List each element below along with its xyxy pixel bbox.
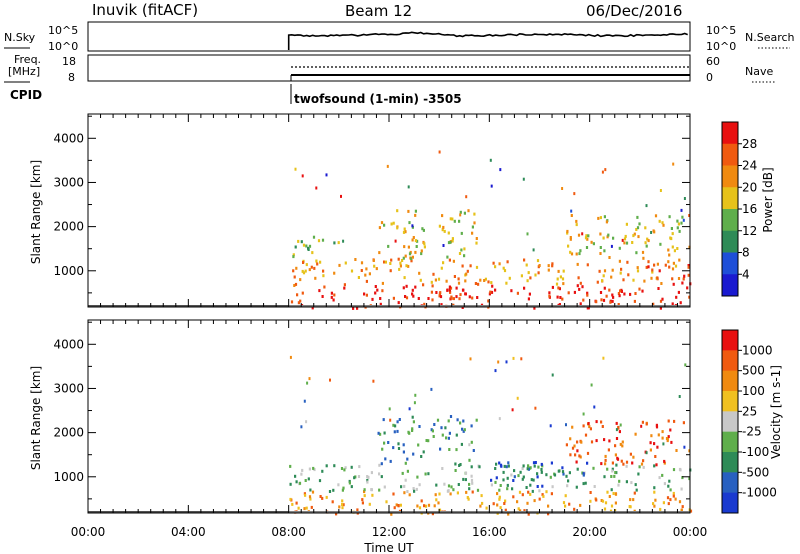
velocity-colorbar-swatch-7	[722, 472, 738, 494]
nave-label: Nave	[745, 65, 773, 78]
power-panel: 1000 2000 3000 4000	[53, 113, 692, 310]
velocity-colorbar-tick-4: -25	[742, 425, 762, 439]
freq-tick-top: 18	[62, 55, 76, 68]
velocity-ytick-1: 2000	[53, 426, 84, 440]
velocity-colorbar-tick-1: 500	[742, 364, 765, 378]
power-ytick-3: 4000	[53, 131, 84, 145]
power-colorbar-swatch-0	[722, 122, 738, 145]
velocity-colorbar-label: Velocity [m s-1]	[769, 365, 783, 459]
nsky-strip: N.Sky 10^5 10^0 10^5 10^0 N.Search	[4, 21, 795, 53]
power-colorbar-tick-1: 8	[742, 246, 750, 260]
velocity-colorbar-tick-5: -100	[742, 445, 769, 459]
cpid-text: twofsound (1-min) -3505	[294, 92, 462, 106]
velocity-speckles	[289, 355, 687, 455]
velocity-colorbar-tick-7: -1000	[742, 486, 777, 500]
nsearch-tick-top: 10^5	[706, 24, 736, 37]
velocity-colorbar-swatch-4	[722, 411, 738, 433]
velocity-colorbar-tick-6: -500	[742, 465, 769, 479]
velocity-region-1	[289, 463, 692, 493]
power-colorbar-swatch-6	[722, 252, 738, 275]
time-axis-label: Time UT	[363, 541, 414, 554]
power-colorbar-label: Power [dB]	[761, 167, 775, 232]
power-colorbar-tick-3: 16	[742, 202, 757, 216]
time-tick-0: 00:00	[71, 525, 106, 539]
nsky-tick-top: 10^5	[48, 24, 78, 37]
velocity-colorbar: 1000 500 100 25 -25 -100 -500 -1000	[721, 329, 777, 514]
velocity-region-3	[565, 419, 691, 467]
time-tick-6: 00:00	[673, 525, 708, 539]
velocity-ytick-3: 4000	[53, 337, 84, 351]
velocity-colorbar-swatch-1	[722, 350, 738, 372]
time-tick-4: 16:00	[472, 525, 507, 539]
power-colorbar-tick-5: 24	[742, 159, 757, 173]
power-ylabel: Slant Range [km]	[29, 160, 43, 264]
station-title: Inuvik (fitACF)	[92, 1, 198, 19]
velocity-ylabel: Slant Range [km]	[29, 366, 43, 470]
nsky-tick-bottom: 10^0	[48, 40, 78, 53]
power-region-4	[566, 214, 691, 260]
freq-label-2: [MHz]	[8, 65, 40, 78]
nsky-trace	[287, 31, 688, 50]
velocity-colorbar-tick-3: 25	[742, 404, 757, 418]
time-tick-5: 20:00	[572, 525, 607, 539]
nave-tick-bottom: 0	[706, 71, 713, 84]
freq-tick-bottom: 8	[68, 71, 75, 84]
velocity-colorbar-swatch-8	[722, 492, 738, 514]
power-ytick-0: 1000	[53, 264, 84, 278]
velocity-cells	[289, 415, 693, 516]
power-speckles	[294, 150, 691, 252]
nsearch-label: N.Search	[745, 31, 795, 44]
velocity-ytick-0: 1000	[53, 470, 84, 484]
power-colorbar-swatch-5	[722, 230, 738, 253]
power-colorbar-swatch-2	[722, 165, 738, 188]
power-cells	[290, 209, 692, 310]
velocity-colorbar-swatch-2	[722, 370, 738, 392]
date-title: 06/Dec/2016	[586, 2, 682, 20]
velocity-colorbar-swatch-3	[722, 391, 738, 412]
power-colorbar-swatch-7	[722, 274, 738, 297]
cpid-label: CPID	[10, 88, 42, 102]
power-colorbar-tick-2: 12	[742, 224, 757, 238]
time-axis: 00:00 04:00 08:00 12:00 16:00 20:00 00:00	[71, 525, 708, 539]
velocity-ytick-2: 3000	[53, 381, 84, 395]
power-region-2	[292, 235, 340, 259]
freq-strip: Freq. [MHz] 18 8 60 0 Nave	[4, 53, 776, 84]
nsearch-tick-bottom: 10^0	[706, 40, 736, 53]
time-tick-3: 12:00	[372, 525, 407, 539]
power-colorbar-tick-6: 28	[742, 137, 757, 151]
velocity-region-2	[377, 415, 478, 466]
power-ytick-1: 2000	[53, 220, 84, 234]
velocity-colorbar-swatch-0	[722, 330, 738, 351]
velocity-colorbar-swatch-5	[722, 431, 738, 453]
velocity-colorbar-tick-2: 100	[742, 384, 765, 398]
velocity-colorbar-tick-0: 1000	[742, 343, 773, 357]
nsky-label: N.Sky	[4, 31, 36, 44]
nave-tick-top: 60	[706, 55, 720, 68]
power-colorbar-swatch-3	[722, 187, 738, 210]
time-tick-1: 04:00	[171, 525, 206, 539]
power-region-3	[378, 209, 478, 261]
power-region-1	[292, 257, 685, 287]
freq-label-1: Freq.	[14, 53, 41, 66]
velocity-colorbar-swatch-6	[722, 452, 738, 473]
time-tick-2: 08:00	[271, 525, 306, 539]
power-colorbar: 4 8 12 16 20 24 28	[721, 121, 757, 297]
velocity-region-4	[490, 461, 589, 488]
beam-title: Beam 12	[345, 2, 412, 20]
velocity-panel: 1000 2000 3000 4000	[53, 319, 693, 516]
power-ytick-2: 3000	[53, 175, 84, 189]
power-colorbar-tick-4: 20	[742, 180, 757, 194]
power-colorbar-swatch-1	[722, 143, 738, 166]
power-colorbar-tick-0: 4	[742, 267, 750, 281]
power-colorbar-swatch-4	[722, 209, 738, 232]
